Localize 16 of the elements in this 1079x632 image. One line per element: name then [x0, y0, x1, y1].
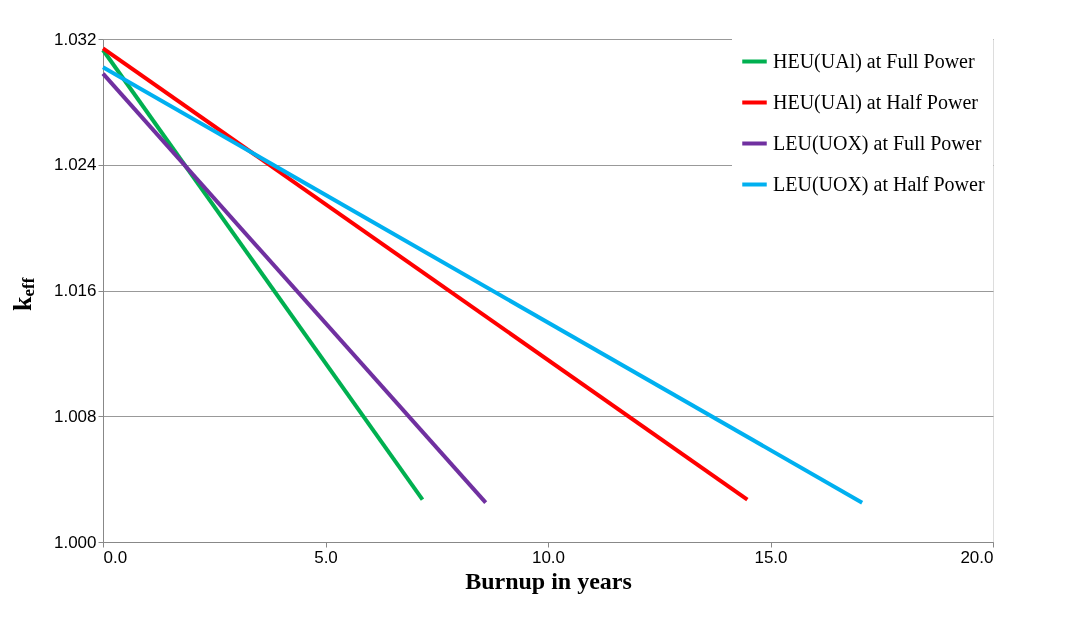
- legend-label: HEU(UAl) at Full Power: [773, 49, 975, 73]
- x-tick-label: 10.0: [531, 547, 566, 567]
- x-tick-label: 15.0: [754, 547, 788, 567]
- legend-label: LEU(UOX) at Full Power: [773, 131, 982, 155]
- x-tick-label: 20.0: [960, 547, 994, 567]
- x-tick-label: 0.0: [103, 547, 128, 567]
- y-tick-label: 1.016: [53, 281, 97, 300]
- legend-label: LEU(UOX) at Half Power: [773, 172, 985, 196]
- y-tick-label: 1.032: [53, 29, 97, 49]
- y-tick-label: 1.000: [53, 532, 97, 552]
- y-tick-label: 1.024: [53, 155, 97, 175]
- x-axis-title: Burnup in years: [465, 567, 632, 594]
- y-axis-title: keff: [8, 277, 38, 311]
- x-tick-label: 5.0: [314, 547, 338, 567]
- y-tick-label: 1.008: [53, 406, 97, 426]
- legend-label: HEU(UAl) at Half Power: [773, 90, 979, 114]
